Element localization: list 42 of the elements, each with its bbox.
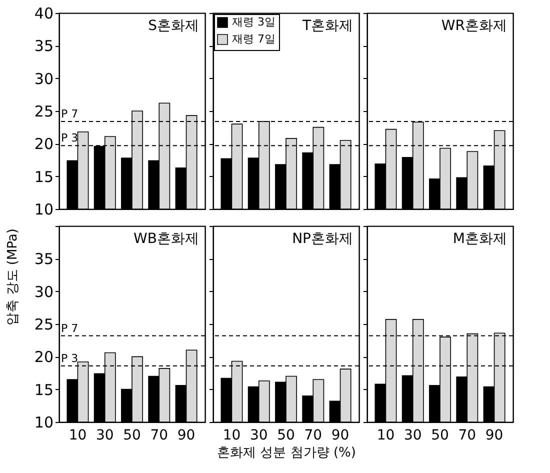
x-tick-label: 10 [222, 428, 241, 444]
y-tick-label: 25 [34, 102, 54, 120]
y-tick-label: 35 [34, 37, 54, 56]
x-tick-label: 50 [431, 428, 449, 444]
y-tick-label: 10 [34, 200, 54, 218]
x-tick-label: 90 [485, 428, 504, 444]
chart-title: WB혼화제 [134, 231, 199, 247]
chart-title: M혼화제 [452, 231, 507, 247]
ref-line-label: P 7 [61, 322, 78, 335]
x-tick-label: 30 [96, 428, 114, 444]
x-tick-label: 70 [458, 428, 476, 444]
y-tick-label: 10 [34, 414, 54, 432]
x-axis-title: 혼화제 성분 첨가량 (%) [217, 446, 356, 460]
y-tick-label: 30 [34, 70, 54, 88]
ref-line-label: P 3 [61, 352, 78, 365]
y-tick-label: 15 [34, 168, 54, 186]
legend-label: 재령 7일 [232, 32, 276, 46]
x-tick-label: 50 [277, 428, 295, 444]
x-tick-label: 90 [177, 428, 196, 444]
y-tick-label: 25 [34, 316, 54, 334]
legend-label: 재령 3일 [232, 16, 276, 28]
chart-title: S혼화제 [148, 18, 199, 34]
y-tick-label: 15 [34, 380, 54, 399]
y-tick-label: 30 [34, 282, 54, 301]
x-tick-label: 70 [304, 428, 322, 444]
x-tick-label: 10 [68, 428, 87, 444]
chart-title: T혼화제 [301, 18, 353, 34]
y-tick-label: 40 [34, 4, 54, 22]
chart-title: WR혼화제 [441, 18, 507, 34]
x-tick-label: 90 [331, 428, 350, 444]
y-tick-label: 20 [34, 348, 54, 366]
y-tick-label: 35 [34, 250, 54, 268]
x-tick-label: 30 [404, 428, 422, 444]
chart-title: NP혼화제 [292, 231, 353, 247]
y-tick-label: 20 [34, 135, 54, 154]
ref-line-label: P 3 [61, 132, 78, 145]
ref-line-label: P 7 [61, 107, 78, 120]
x-tick-label: 30 [250, 428, 268, 444]
x-tick-label: 70 [150, 428, 168, 444]
x-tick-label: 50 [123, 428, 141, 444]
x-tick-label: 10 [376, 428, 395, 444]
y-axis-title: 압축 강도 (MPa) [6, 228, 20, 326]
